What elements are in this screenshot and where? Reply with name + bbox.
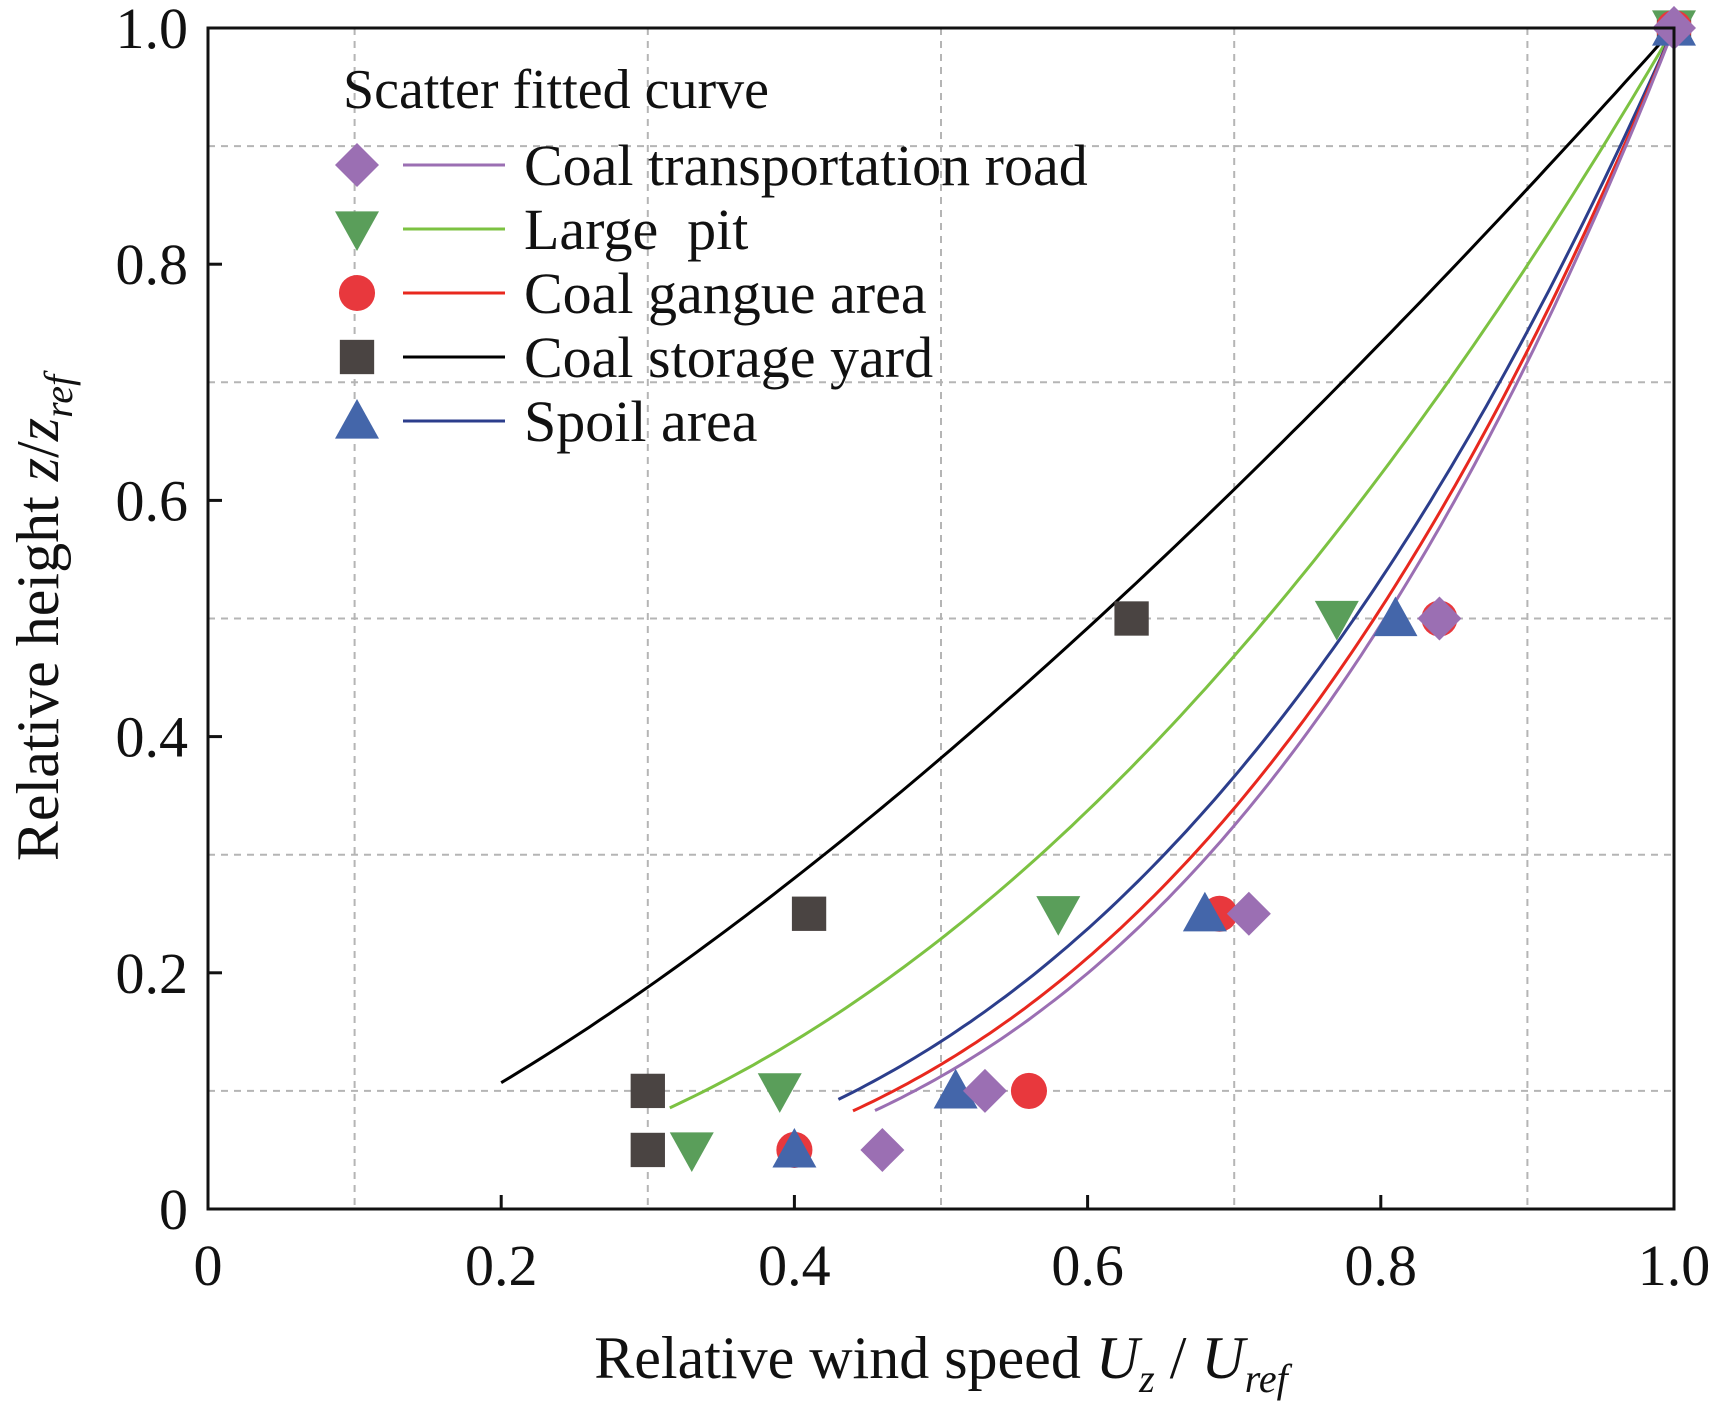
scatter-markers bbox=[630, 6, 1696, 1172]
legend-item: Coal transportation road bbox=[335, 133, 1088, 198]
legend-marker bbox=[335, 399, 379, 439]
x-tick-label: 0 bbox=[194, 1233, 223, 1298]
legend-label: Large pit bbox=[524, 197, 748, 262]
data-point bbox=[1373, 596, 1418, 637]
data-point bbox=[1010, 1072, 1047, 1109]
x-tick-label: 0.4 bbox=[758, 1233, 831, 1298]
data-point bbox=[669, 1132, 714, 1172]
data-point bbox=[860, 1127, 905, 1172]
x-axis-title-text: Relative wind speed bbox=[594, 1325, 1096, 1391]
data-point bbox=[757, 1073, 802, 1113]
data-point bbox=[1226, 891, 1271, 936]
axis-ticks: 0 0.2 0.4 0.6 0.8 1.0 0 0.2 0.4 0.6 0.8 1.0 bbox=[116, 0, 1711, 1298]
data-point bbox=[1182, 891, 1227, 932]
legend-label: Coal gangue area bbox=[524, 261, 927, 326]
x-axis-title-var2: U bbox=[1201, 1325, 1248, 1391]
x-axis-title-sub2: ref bbox=[1245, 1356, 1293, 1401]
y-tick-label: 1.0 bbox=[116, 0, 189, 61]
y-axis-title-var2: z bbox=[5, 418, 71, 442]
fit-curve-coal-transportation-road bbox=[874, 27, 1676, 1112]
legend-marker bbox=[339, 339, 375, 375]
legend: Scatter fitted curve Coal transportation… bbox=[335, 59, 1088, 454]
data-point bbox=[630, 1073, 665, 1109]
data-point bbox=[962, 1068, 1007, 1113]
x-axis-title-var: U bbox=[1096, 1325, 1143, 1391]
legend-item: Spoil area bbox=[335, 389, 758, 454]
data-point bbox=[630, 1132, 665, 1168]
y-tick-label: 0.8 bbox=[116, 232, 189, 297]
y-tick-label: 0.6 bbox=[116, 468, 189, 533]
legend-marker bbox=[335, 143, 379, 187]
fit-curve-coal-gangue-area bbox=[852, 27, 1676, 1113]
x-tick-label: 0.2 bbox=[465, 1233, 538, 1298]
fit-curve-spoil-area bbox=[837, 27, 1676, 1101]
legend-item: Coal gangue area bbox=[338, 261, 927, 326]
data-point bbox=[772, 1127, 817, 1168]
data-point bbox=[1417, 596, 1462, 641]
fitted-curves bbox=[500, 26, 1676, 1113]
legend-item: Large pit bbox=[335, 197, 748, 262]
legend-marker bbox=[338, 274, 376, 312]
y-axis-title-text: Relative height bbox=[5, 481, 71, 861]
x-tick-label: 0.6 bbox=[1051, 1233, 1124, 1298]
y-axis-title-sub2: ref bbox=[36, 370, 81, 418]
grid bbox=[208, 28, 1674, 1209]
legend-label: Spoil area bbox=[524, 389, 758, 454]
legend-label: Coal storage yard bbox=[524, 325, 933, 390]
legend-label: Coal transportation road bbox=[524, 133, 1088, 198]
x-axis-title-sep: / bbox=[1155, 1325, 1202, 1391]
y-tick-label: 0.2 bbox=[116, 941, 189, 1006]
x-axis-title-sub: z bbox=[1138, 1356, 1155, 1401]
data-point bbox=[1036, 896, 1081, 936]
fit-curve-large-pit bbox=[669, 27, 1676, 1110]
legend-title: Scatter fitted curve bbox=[343, 59, 769, 121]
data-point bbox=[933, 1068, 978, 1109]
x-tick-label: 1.0 bbox=[1638, 1233, 1711, 1298]
data-point bbox=[1114, 601, 1149, 636]
x-tick-label: 0.8 bbox=[1345, 1233, 1418, 1298]
y-axis-title: Relative height z/zref bbox=[5, 370, 81, 861]
y-tick-label: 0.4 bbox=[116, 705, 189, 770]
legend-marker bbox=[335, 211, 379, 251]
x-axis-title: Relative wind speed Uz / Uref bbox=[594, 1325, 1292, 1401]
y-tick-label: 0 bbox=[159, 1177, 188, 1242]
data-point bbox=[1314, 600, 1359, 641]
series-coal-transportation-road bbox=[860, 6, 1696, 1172]
data-point bbox=[791, 896, 827, 931]
fit-curve-coal-storage-yard bbox=[500, 26, 1676, 1084]
y-axis-title-sep: / bbox=[5, 441, 71, 458]
y-axis-title-var: z bbox=[5, 458, 71, 482]
plot-frame bbox=[206, 26, 1676, 1211]
legend-item: Coal storage yard bbox=[339, 325, 933, 390]
